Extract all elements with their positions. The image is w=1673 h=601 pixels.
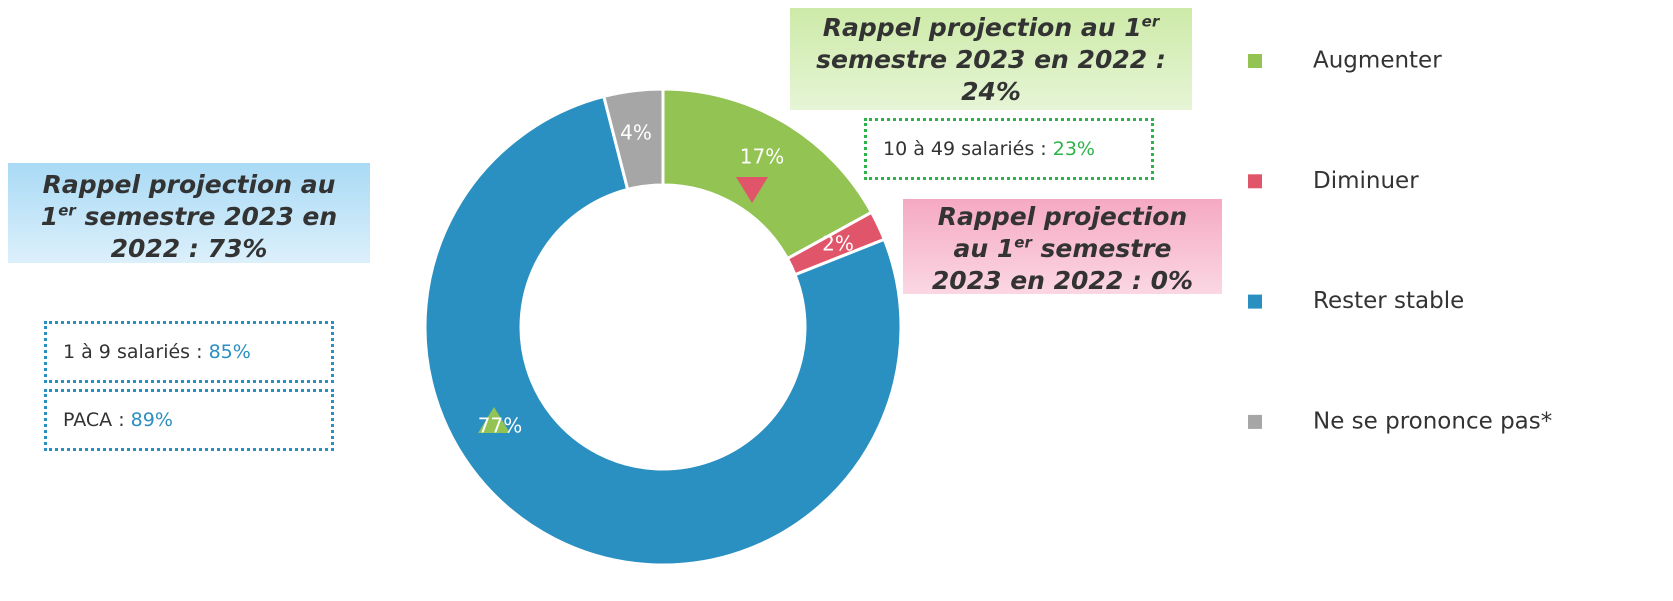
note-text: Rappel projection (937, 202, 1188, 231)
note-text: 1 (40, 202, 59, 231)
note-sup: er (1141, 12, 1160, 31)
note-text: 2023 en 2022 : 0% (931, 266, 1194, 295)
green-note: Rappel projection au 1er semestre 2023 e… (790, 8, 1192, 110)
legend-swatch (1248, 54, 1262, 68)
region-box: PACA : 89% (44, 389, 334, 451)
legend-label: Augmenter (1313, 48, 1442, 74)
note-sup: er (58, 201, 76, 220)
legend-label: Rester stable (1313, 288, 1464, 314)
note-text: 24% (961, 77, 1021, 106)
blue-note: Rappel projection au 1er semestre 2023 e… (8, 163, 370, 263)
slice-label: 2% (822, 232, 854, 256)
up-triangle (478, 407, 510, 433)
note-text: semestre 2023 en 2022 : (816, 45, 1166, 74)
box-value: 89% (130, 409, 173, 431)
slice (423, 94, 903, 567)
note-text: semestre 2023 en (75, 202, 338, 231)
box-value: 23% (1052, 138, 1095, 160)
note-text: Rappel projection au 1 (822, 13, 1142, 42)
legend-swatch (1248, 294, 1262, 309)
note-text: 2022 : 73% (110, 234, 268, 263)
down-triangle (736, 177, 768, 203)
box-label: PACA : (63, 409, 125, 431)
size-box: 1 à 9 salariés : 85% (44, 321, 334, 383)
note-text: au 1 (953, 234, 1015, 263)
legend-label: Diminuer (1313, 168, 1419, 194)
note-sup: er (1014, 233, 1032, 252)
slice-label: 17% (740, 145, 784, 169)
note-text: semestre (1031, 234, 1172, 263)
box-label: 10 à 49 salariés : (883, 138, 1047, 160)
size-box: 10 à 49 salariés : 23% (864, 118, 1154, 180)
note-text: Rappel projection au (42, 170, 336, 199)
box-value: 85% (208, 341, 251, 363)
legend-swatch (1248, 414, 1262, 429)
legend-label: Ne se prononce pas* (1313, 408, 1552, 434)
slice (601, 87, 665, 192)
slice-label: 77% (478, 414, 522, 438)
legend-swatch (1248, 174, 1262, 189)
slice-label: 4% (620, 121, 652, 145)
pink-note: Rappel projection au 1er semestre 2023 e… (903, 199, 1222, 295)
box-label: 1 à 9 salariés : (63, 341, 203, 363)
